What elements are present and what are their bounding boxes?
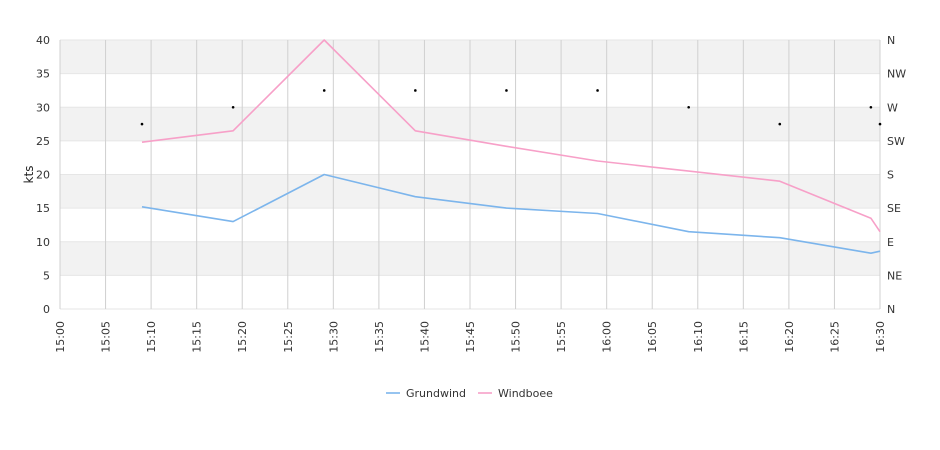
y-tick-label: 25 [36, 135, 50, 148]
x-tick-label: 16:30 [874, 321, 887, 353]
y-tick-label: 10 [36, 236, 50, 249]
y2-tick-label: SE [887, 202, 901, 215]
y-tick-label: 40 [36, 34, 50, 47]
y2-tick-label: N [887, 303, 895, 316]
vertical-gridlines [59, 40, 881, 309]
x-tick-label: 16:05 [646, 321, 659, 353]
legend-item[interactable]: Windboee [478, 387, 553, 400]
x-tick-label: 15:55 [555, 321, 568, 353]
x-tick-label: 15:00 [54, 321, 67, 353]
y2-tick-label: W [887, 101, 898, 114]
legend-label: Grundwind [406, 387, 466, 400]
x-tick-label: 16:00 [601, 321, 614, 353]
direction-point [140, 122, 144, 126]
direction-point [505, 89, 508, 92]
y-tick-labels: 0 5 10 15 20 25 30 35 40 [36, 34, 50, 316]
x-tick-label: 15:45 [464, 321, 477, 353]
direction-point [778, 122, 782, 126]
x-tick-label: 15:15 [191, 321, 204, 353]
x-tick-label: 15:25 [282, 321, 295, 353]
legend-label: Windboee [498, 387, 553, 400]
direction-point [687, 105, 690, 109]
y-tick-label: 35 [36, 68, 50, 81]
direction-points [140, 89, 882, 126]
series-line [141, 39, 881, 233]
y2-tick-label: SW [887, 135, 905, 148]
y-tick-label: 5 [43, 269, 50, 282]
direction-point [878, 122, 882, 126]
direction-point [231, 105, 235, 109]
y-axis-label: kts [22, 166, 36, 184]
legend[interactable]: Grundwind Windboee [386, 387, 553, 400]
x-tick-labels: 15:00 15:05 15:10 15:15 15:20 15:25 15:30 15:35… [54, 321, 887, 353]
x-tick-label: 16:20 [783, 321, 796, 353]
direction-point [322, 89, 326, 92]
y-tick-label: 20 [36, 169, 50, 182]
x-tick-label: 16:25 [828, 321, 841, 353]
y-tick-label: 15 [36, 202, 50, 215]
y2-tick-label: E [887, 236, 894, 249]
x-tick-label: 15:10 [145, 321, 158, 353]
y2-tick-label: NE [887, 269, 902, 282]
x-tick-label: 15:35 [373, 321, 386, 353]
x-tick-label: 16:15 [737, 321, 750, 353]
legend-item[interactable]: Grundwind [386, 387, 466, 400]
y2-tick-labels: N NE E SE S SW W NW N [887, 34, 906, 316]
y-tick-label: 30 [36, 101, 50, 114]
y2-tick-label: N [887, 34, 895, 47]
x-tick-label: 15:40 [418, 321, 431, 353]
x-tick-label: 15:50 [510, 321, 523, 353]
direction-point [869, 105, 873, 109]
direction-point [414, 89, 417, 92]
y2-tick-label: S [887, 169, 894, 182]
x-tick-label: 15:30 [327, 321, 340, 353]
series-line [141, 173, 881, 254]
x-tick-label: 15:20 [236, 321, 249, 353]
y-tick-label: 0 [43, 303, 50, 316]
x-tick-label: 16:10 [692, 321, 705, 353]
direction-point [596, 89, 599, 92]
x-tick-label: 15:05 [100, 321, 113, 353]
y2-tick-label: NW [887, 68, 906, 81]
series-lines [141, 39, 881, 254]
